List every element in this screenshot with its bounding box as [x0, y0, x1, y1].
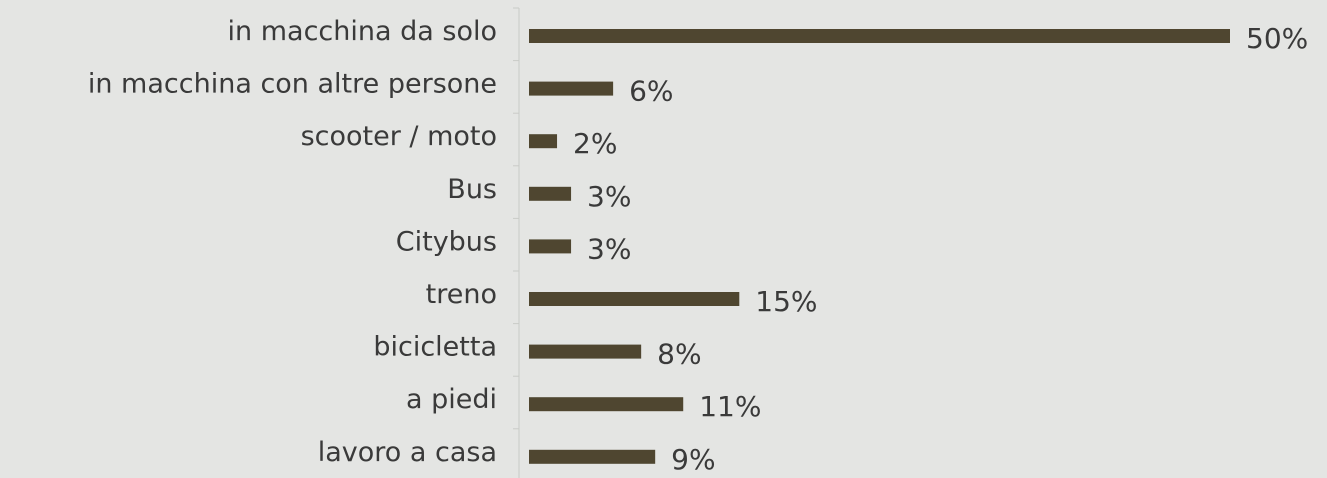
category-label: bicicletta — [373, 332, 497, 363]
labels-group: in macchina da solo 50% in macchina con al… — [88, 16, 1308, 476]
category-label: a piedi — [406, 384, 497, 415]
value-label: 9% — [671, 443, 715, 476]
category-label: in macchina con altre persone — [88, 69, 497, 100]
value-label: 3% — [587, 180, 631, 213]
bar — [529, 186, 572, 201]
bar — [529, 239, 572, 254]
category-label: scooter / moto — [301, 121, 497, 152]
value-label: 2% — [573, 127, 617, 160]
bar — [529, 397, 684, 412]
category-label: in macchina da solo — [228, 16, 497, 47]
bar — [529, 449, 656, 464]
bar — [529, 134, 558, 149]
bar — [529, 29, 1230, 43]
category-label: Bus — [447, 174, 497, 205]
bar — [529, 81, 614, 96]
bars-group — [529, 29, 1230, 464]
value-label: 50% — [1246, 22, 1308, 55]
value-label: 15% — [755, 285, 817, 318]
category-axis — [513, 7, 520, 478]
category-label: lavoro a casa — [318, 437, 497, 468]
category-label: treno — [426, 279, 497, 310]
bar — [529, 344, 642, 359]
value-label: 11% — [699, 390, 761, 423]
bar — [529, 292, 740, 306]
category-label: Citybus — [396, 226, 497, 257]
value-label: 6% — [629, 75, 673, 108]
value-label: 8% — [657, 338, 701, 371]
value-label: 3% — [587, 232, 631, 265]
